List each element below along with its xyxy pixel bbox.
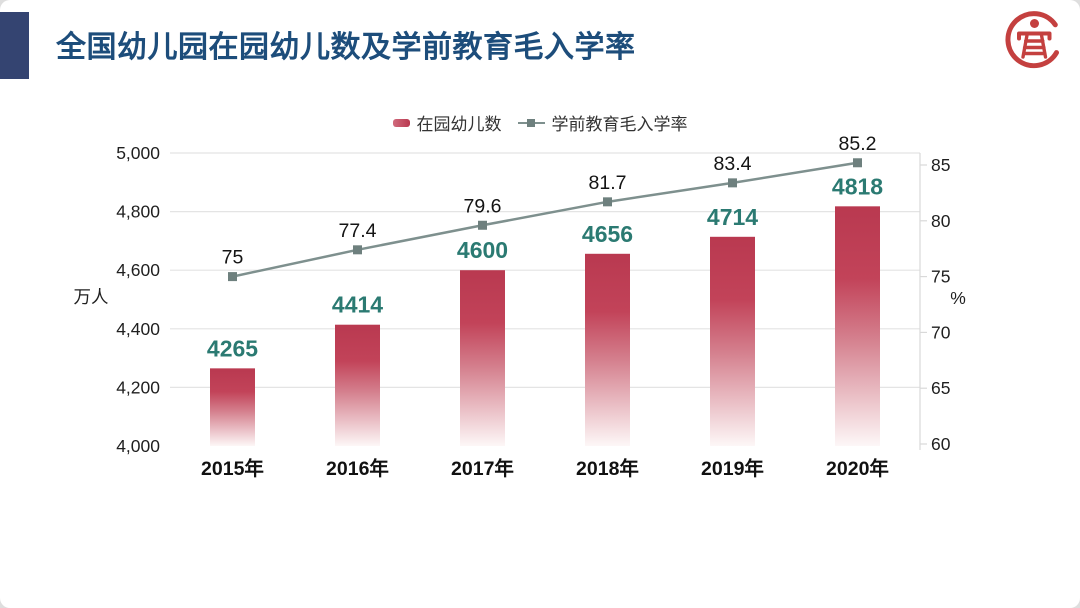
left-axis-tick-label: 4,000 bbox=[116, 436, 160, 456]
seal-figure-head bbox=[1030, 19, 1039, 28]
legend-bar-swatch-icon bbox=[392, 118, 410, 127]
bar-2019年 bbox=[710, 236, 755, 446]
left-axis-tick-label: 4,800 bbox=[116, 202, 160, 222]
right-axis-tick-label: 65 bbox=[931, 378, 950, 398]
x-axis-label-2015年: 2015年 bbox=[201, 457, 264, 480]
title-accent-block bbox=[0, 12, 29, 79]
seal-figure-ladder bbox=[1021, 32, 1048, 59]
x-axis-label-2019年: 2019年 bbox=[701, 457, 764, 480]
left-axis-tick-label: 4,600 bbox=[116, 260, 160, 280]
legend-line-swatch-icon bbox=[517, 118, 545, 127]
line-value-label: 79.6 bbox=[464, 195, 502, 217]
bar-value-label: 4265 bbox=[207, 335, 258, 361]
legend-line-marker bbox=[527, 118, 535, 127]
right-axis-tick-label: 70 bbox=[931, 322, 951, 342]
x-axis-label-2020年: 2020年 bbox=[826, 457, 889, 480]
legend-label: 学前教育毛入学率 bbox=[551, 115, 688, 134]
bar-2015年 bbox=[210, 368, 255, 446]
line-marker-2016年 bbox=[353, 245, 362, 255]
line-value-label: 81.7 bbox=[589, 172, 627, 194]
right-axis-tick-label: 85 bbox=[931, 155, 950, 175]
bar-value-label: 4818 bbox=[832, 173, 883, 199]
x-axis-label-2018年: 2018年 bbox=[576, 457, 639, 480]
right-axis-tick-label: 75 bbox=[931, 267, 950, 287]
left-axis-unit: 万人 bbox=[74, 287, 109, 307]
seal-figure-arms bbox=[1017, 31, 1052, 41]
bar-2020年 bbox=[835, 206, 880, 446]
bar-value-label: 4656 bbox=[582, 221, 633, 247]
line-value-label: 83.4 bbox=[714, 153, 752, 175]
page-title: 全国幼儿园在园幼儿数及学前教育毛入学率 bbox=[56, 31, 636, 64]
legend-item-line: 学前教育毛入学率 bbox=[517, 110, 688, 135]
left-axis-tick-label: 4,400 bbox=[116, 319, 160, 339]
bar-2016年 bbox=[335, 324, 380, 446]
bar-value-label: 4600 bbox=[457, 237, 508, 263]
line-marker-2018年 bbox=[603, 197, 612, 207]
left-axis-tick-label: 4,200 bbox=[116, 377, 160, 397]
bar-value-label: 4714 bbox=[707, 204, 758, 230]
rate-line bbox=[232, 161, 858, 278]
line-marker-2019年 bbox=[728, 178, 737, 188]
left-axis-tick-label: 5,000 bbox=[116, 143, 160, 163]
education-seal-logo-icon bbox=[1005, 11, 1059, 69]
chart-legend: 在园幼儿数 学前教育毛入学率 bbox=[0, 110, 1080, 135]
line-marker-2020年 bbox=[853, 158, 862, 168]
right-axis-tick-label: 60 bbox=[931, 434, 951, 454]
x-axis-label-2017年: 2017年 bbox=[451, 457, 514, 480]
bar-2018年 bbox=[585, 253, 630, 446]
seal-ring bbox=[1005, 11, 1059, 69]
line-value-label: 77.4 bbox=[339, 220, 377, 242]
line-marker-2017年 bbox=[478, 220, 487, 230]
line-value-label: 75 bbox=[222, 247, 244, 269]
right-axis-unit: % bbox=[950, 288, 966, 308]
bar-2017年 bbox=[460, 270, 505, 446]
line-marker-2015年 bbox=[228, 272, 237, 282]
x-axis-label-2016年: 2016年 bbox=[326, 457, 389, 480]
line-value-label: 85.2 bbox=[839, 133, 877, 155]
legend-item-bar: 在园幼儿数 bbox=[392, 110, 502, 135]
legend-label: 在园幼儿数 bbox=[416, 115, 502, 134]
right-axis-tick-label: 80 bbox=[931, 211, 951, 231]
bar-value-label: 4414 bbox=[332, 292, 383, 318]
